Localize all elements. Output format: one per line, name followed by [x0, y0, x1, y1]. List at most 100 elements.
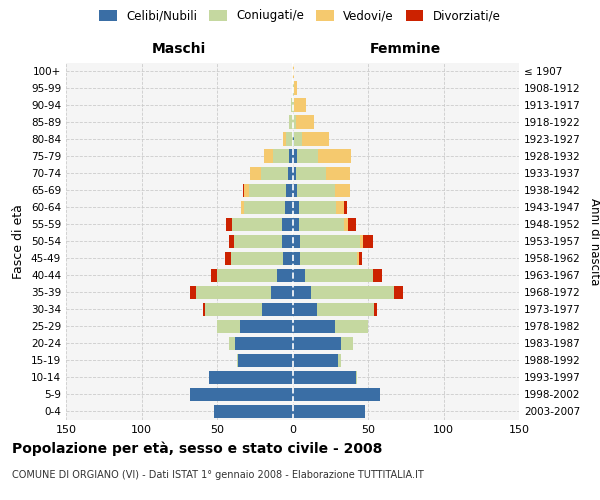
Bar [317, 302, 374, 316]
Bar [293, 354, 338, 367]
Bar [236, 354, 238, 367]
Bar [286, 184, 293, 197]
Bar [293, 302, 317, 316]
Bar [293, 116, 296, 128]
Bar [283, 252, 293, 265]
Bar [293, 200, 299, 214]
Bar [217, 320, 239, 333]
Bar [293, 150, 297, 163]
Bar [364, 234, 373, 248]
Bar [235, 337, 293, 350]
Bar [226, 218, 232, 231]
Bar [217, 268, 277, 282]
Bar [336, 200, 344, 214]
Bar [293, 184, 297, 197]
Bar [203, 302, 205, 316]
Bar [293, 405, 365, 418]
Bar [286, 132, 293, 145]
Bar [305, 268, 373, 282]
Bar [242, 184, 244, 197]
Bar [190, 286, 196, 299]
Bar [229, 337, 235, 350]
Bar [293, 234, 300, 248]
Text: Maschi: Maschi [152, 42, 206, 56]
Bar [232, 218, 282, 231]
Bar [297, 150, 318, 163]
Bar [273, 150, 289, 163]
Legend: Celibi/Nubili, Coniugati/e, Vedovi/e, Divorziati/e: Celibi/Nubili, Coniugati/e, Vedovi/e, Di… [96, 6, 504, 26]
Bar [293, 218, 299, 231]
Text: Popolazione per età, sesso e stato civile - 2008: Popolazione per età, sesso e stato civil… [12, 441, 382, 456]
Bar [229, 234, 233, 248]
Bar [293, 337, 341, 350]
Text: COMUNE DI ORGIANO (VI) - Dati ISTAT 1° gennaio 2008 - Elaborazione TUTTITALIA.IT: COMUNE DI ORGIANO (VI) - Dati ISTAT 1° g… [12, 470, 424, 480]
Bar [293, 320, 335, 333]
Bar [271, 286, 293, 299]
Bar [294, 98, 306, 112]
Bar [190, 388, 293, 401]
Bar [261, 166, 288, 180]
Bar [277, 268, 293, 282]
Bar [394, 286, 403, 299]
Bar [318, 150, 352, 163]
Bar [293, 286, 311, 299]
Bar [344, 200, 347, 214]
Bar [293, 132, 294, 145]
Bar [294, 132, 302, 145]
Bar [288, 166, 293, 180]
Bar [249, 184, 286, 197]
Bar [344, 218, 349, 231]
Bar [300, 234, 361, 248]
Bar [209, 371, 293, 384]
Bar [214, 405, 293, 418]
Bar [289, 116, 293, 128]
Bar [239, 320, 293, 333]
Bar [293, 82, 294, 94]
Bar [224, 252, 230, 265]
Bar [358, 252, 359, 265]
Bar [283, 132, 286, 145]
Bar [293, 64, 294, 78]
Bar [238, 354, 293, 367]
Bar [349, 218, 356, 231]
Bar [299, 200, 336, 214]
Bar [296, 116, 314, 128]
Y-axis label: Fasce di età: Fasce di età [13, 204, 25, 279]
Bar [300, 252, 358, 265]
Y-axis label: Anni di nascita: Anni di nascita [589, 198, 600, 285]
Bar [361, 234, 364, 248]
Bar [241, 200, 244, 214]
Bar [282, 234, 293, 248]
Bar [205, 302, 262, 316]
Bar [282, 218, 293, 231]
Bar [374, 302, 377, 316]
Bar [293, 268, 305, 282]
Bar [264, 150, 273, 163]
Bar [293, 371, 356, 384]
Bar [291, 98, 293, 112]
Bar [299, 218, 344, 231]
Bar [335, 320, 368, 333]
Bar [244, 184, 249, 197]
Bar [341, 337, 353, 350]
Bar [285, 200, 293, 214]
Bar [211, 268, 217, 282]
Bar [293, 252, 300, 265]
Bar [262, 302, 293, 316]
Text: Femmine: Femmine [370, 42, 442, 56]
Bar [294, 82, 297, 94]
Bar [196, 286, 271, 299]
Bar [293, 166, 296, 180]
Bar [296, 166, 326, 180]
Bar [338, 354, 341, 367]
Bar [230, 252, 283, 265]
Bar [373, 268, 382, 282]
Bar [297, 184, 335, 197]
Bar [302, 132, 329, 145]
Bar [293, 388, 380, 401]
Bar [335, 184, 350, 197]
Bar [244, 200, 285, 214]
Bar [359, 252, 362, 265]
Bar [356, 371, 358, 384]
Bar [326, 166, 350, 180]
